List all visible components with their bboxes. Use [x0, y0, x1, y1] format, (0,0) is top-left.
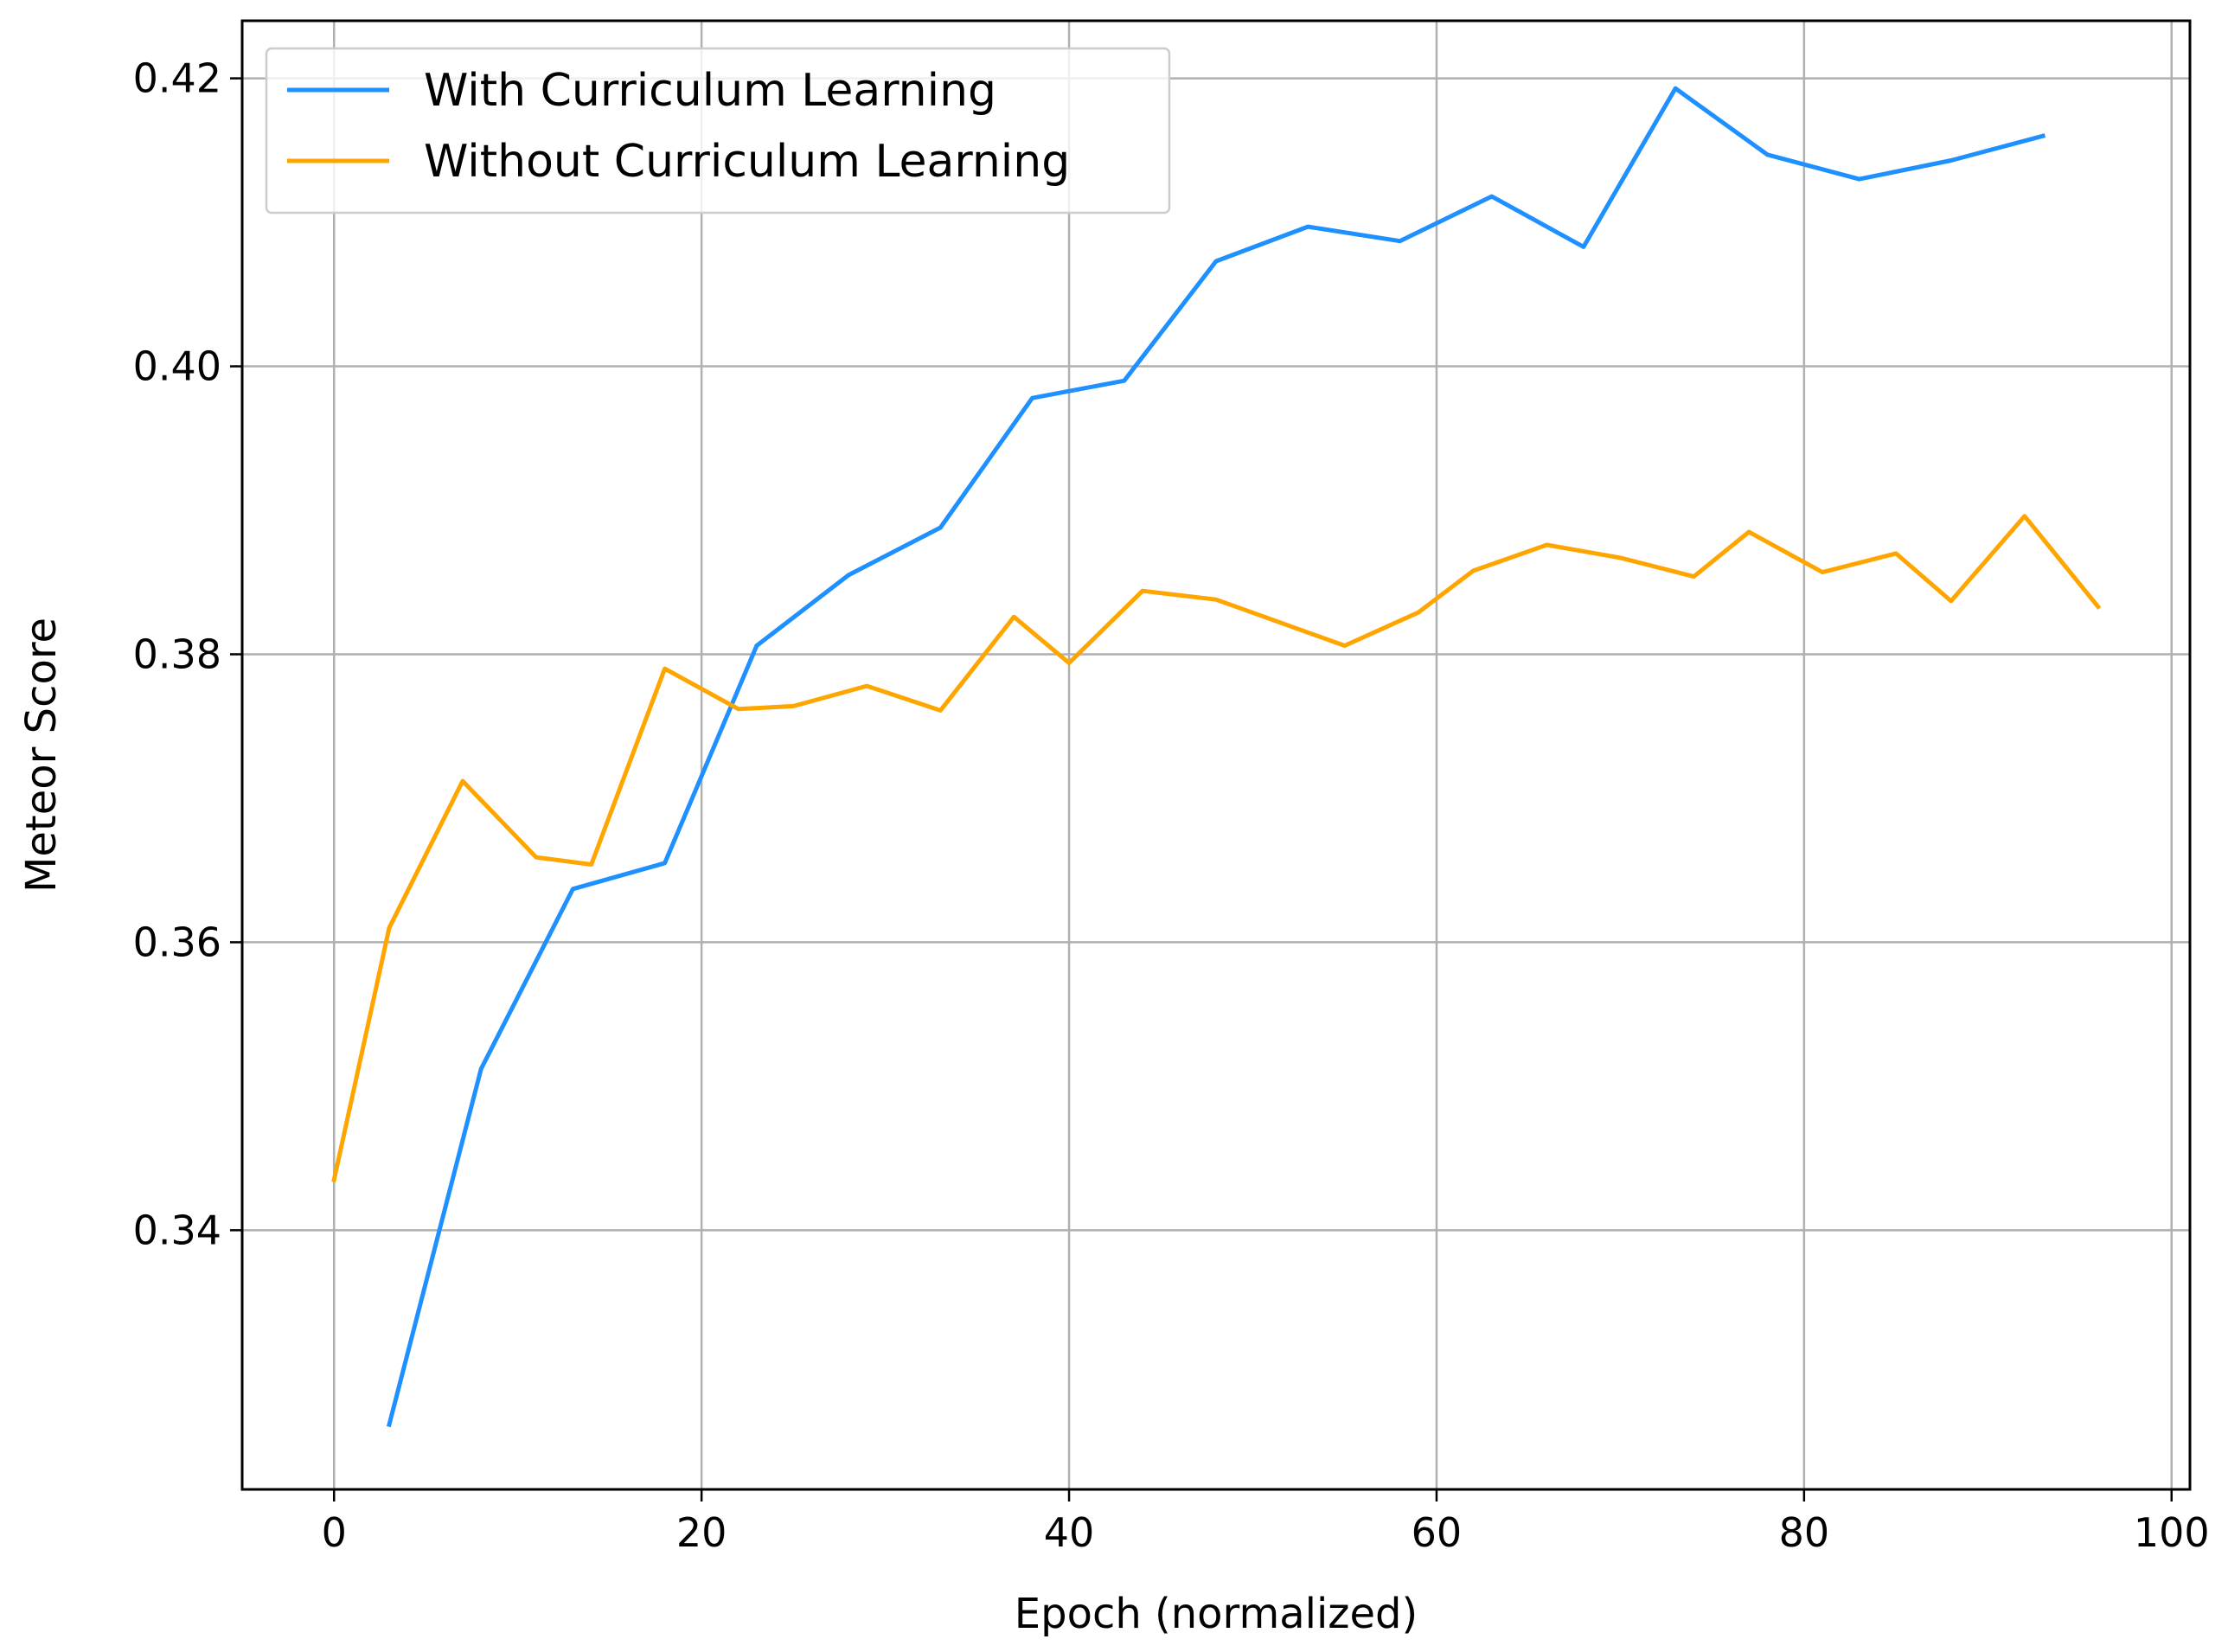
y-tick-label: 0.40: [133, 343, 221, 390]
x-tick-label: 60: [1412, 1509, 1463, 1556]
x-tick-label: 80: [1779, 1509, 1830, 1556]
y-axis-label: Meteor Score: [17, 618, 66, 893]
y-tick-label: 0.36: [133, 919, 221, 965]
legend-label-with-curriculum: With Curriculum Learning: [424, 65, 996, 117]
plot-frame: [240, 19, 2192, 1491]
legend-box: [265, 47, 1171, 215]
y-tick-label: 0.34: [133, 1207, 221, 1253]
plot-area: [242, 21, 2190, 1489]
series-line-with-curriculum: [386, 86, 2046, 1428]
x-axis-label: Epoch (normalized): [1015, 1590, 1418, 1638]
axes-ticks: 0 20 40 60 80 100 0.34 0.36 0.38 0.40 0.42: [133, 55, 2210, 1556]
x-tick-label: 20: [676, 1509, 727, 1556]
grid: [242, 21, 2190, 1489]
x-tick-label: 40: [1044, 1509, 1095, 1556]
y-tick-label: 0.42: [133, 55, 221, 102]
y-tick-label: 0.38: [133, 631, 221, 677]
series-line-without-curriculum: [331, 514, 2102, 1183]
x-tick-label: 0: [322, 1509, 347, 1556]
legend: With Curriculum Learning Without Curricu…: [265, 47, 1171, 215]
legend-label-without-curriculum: Without Curriculum Learning: [424, 136, 1070, 188]
series-layer: [331, 86, 2102, 1428]
x-tick-label: 100: [2134, 1509, 2210, 1556]
